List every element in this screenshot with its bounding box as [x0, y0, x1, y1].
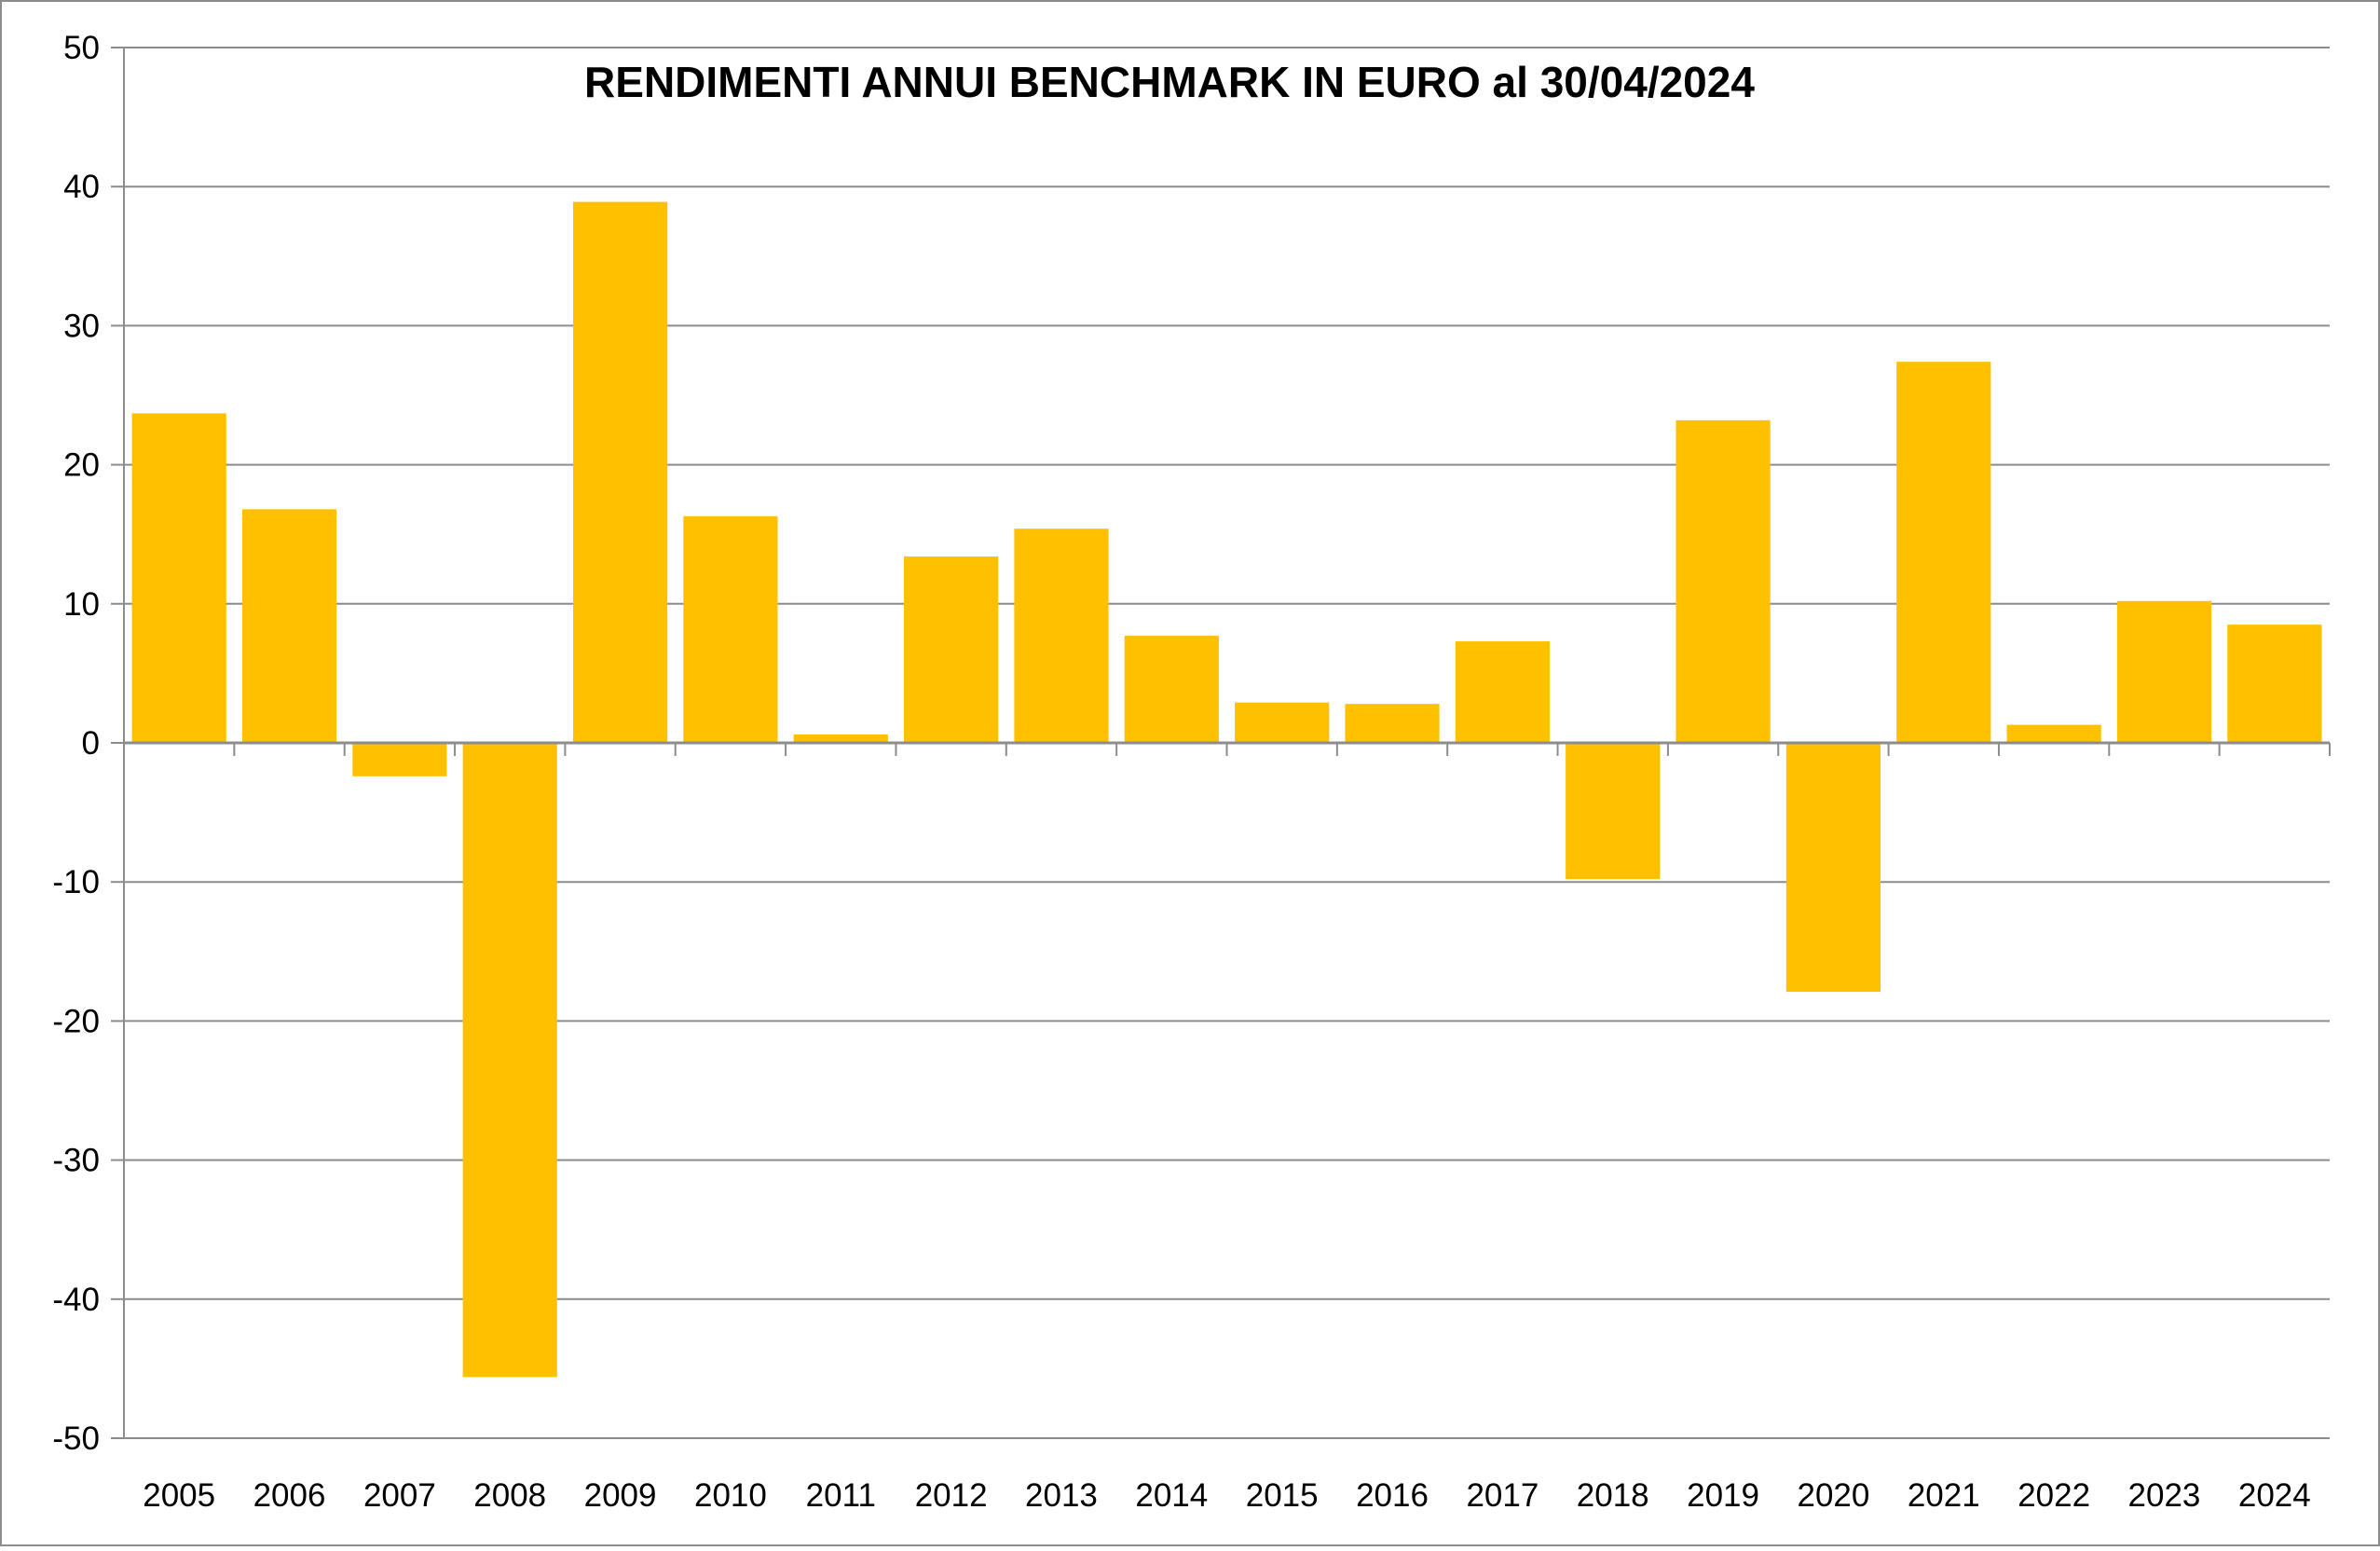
y-tick-labels: 50 40 30 20 10 0 -10 -20 -30 -40 -50: [52, 30, 100, 1457]
bar-2014: [1124, 636, 1219, 743]
x-tick-label: 2010: [694, 1477, 767, 1514]
bar-2017: [1455, 641, 1550, 743]
bar-2023: [2116, 600, 2212, 743]
bar-2010: [683, 515, 778, 743]
bar-2006: [241, 509, 337, 743]
x-tick-label: 2014: [1135, 1477, 1208, 1514]
chart-title: RENDIMENTI ANNUI BENCHMARK IN EURO al 30…: [584, 58, 1755, 106]
x-tick-labels: 2005 2006 2007 2008 2009 2010 2011 2012 2013 2014…: [143, 1477, 2311, 1514]
bar-2024: [2227, 625, 2322, 743]
y-tick-label: 20: [63, 447, 100, 484]
x-tick-label: 2005: [143, 1477, 215, 1514]
bar-2013: [1014, 528, 1109, 743]
x-tick-label: 2022: [2018, 1477, 2090, 1514]
axes: [111, 47, 2331, 1439]
bar-2015: [1235, 702, 1330, 743]
x-tick-label: 2023: [2128, 1477, 2201, 1514]
x-tick-label: 2019: [1687, 1477, 1759, 1514]
x-tick-label: 2015: [1246, 1477, 1319, 1514]
x-tick-label: 2024: [2238, 1477, 2311, 1514]
x-tick-label: 2008: [473, 1477, 546, 1514]
x-tick-label: 2016: [1356, 1477, 1429, 1514]
bar-2012: [904, 556, 999, 743]
bar-2011: [793, 734, 888, 743]
bar-2018: [1566, 743, 1661, 880]
bar-2021: [1896, 362, 1991, 743]
y-tick-label: 30: [63, 308, 100, 344]
bar-2016: [1345, 704, 1440, 743]
bar-2009: [572, 201, 668, 743]
bar-2007: [352, 743, 447, 776]
y-tick-label: -30: [52, 1143, 100, 1179]
y-tick-label: -10: [52, 864, 100, 900]
x-tick-label: 2006: [253, 1477, 326, 1514]
y-tick-label: 0: [82, 725, 100, 762]
y-tick-label: 50: [63, 30, 100, 66]
bar-2005: [131, 413, 226, 743]
x-tick-label: 2021: [1908, 1477, 1980, 1514]
x-tick-label: 2018: [1577, 1477, 1649, 1514]
x-tick-label: 2007: [363, 1477, 436, 1514]
y-tick-label: -50: [52, 1421, 100, 1457]
x-tick-label: 2020: [1797, 1477, 1869, 1514]
x-tick-label: 2013: [1025, 1477, 1098, 1514]
x-tick-label: 2012: [915, 1477, 988, 1514]
y-tick-label: 10: [63, 586, 100, 623]
bar-2022: [2006, 724, 2101, 743]
y-tick-label: 40: [63, 169, 100, 205]
x-tick-label: 2009: [584, 1477, 657, 1514]
bar-2019: [1676, 419, 1771, 743]
x-tick-label: 2017: [1466, 1477, 1539, 1514]
x-tick-label: 2011: [806, 1477, 876, 1514]
bars: [131, 201, 2322, 1378]
y-tick-label: -20: [52, 1003, 100, 1039]
bar-2008: [462, 743, 557, 1378]
bar-2020: [1785, 743, 1881, 993]
y-tick-label: -40: [52, 1282, 100, 1318]
